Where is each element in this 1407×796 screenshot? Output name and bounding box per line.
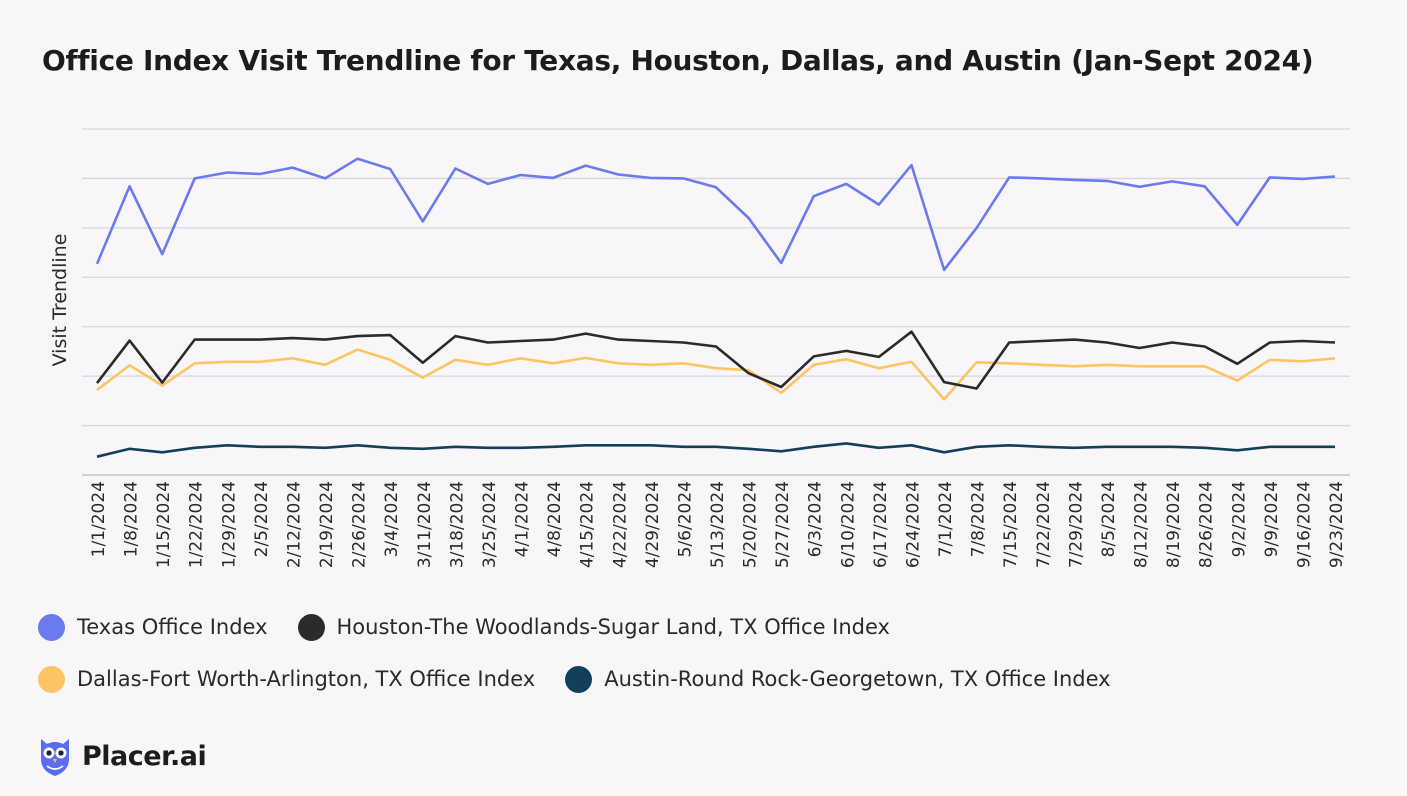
x-tick-label: 1/29/2024 <box>219 481 239 568</box>
x-tick-label: 7/8/2024 <box>969 481 989 557</box>
x-tick-label: 8/5/2024 <box>1099 481 1119 557</box>
x-tick-label: 7/22/2024 <box>1034 481 1054 568</box>
chart-legend: Texas Office Index Houston-The Woodlands-… <box>38 612 1378 694</box>
x-tick-label: 7/29/2024 <box>1066 481 1086 568</box>
x-tick-label: 6/10/2024 <box>838 481 858 568</box>
x-tick-label: 1/8/2024 <box>122 481 142 557</box>
owl-icon <box>41 739 69 776</box>
series-line-0 <box>95 157 1336 272</box>
x-tick-label: 3/4/2024 <box>382 481 402 557</box>
legend-swatch <box>297 613 325 641</box>
x-tick-label: 6/24/2024 <box>903 481 923 568</box>
chart-title: Office Index Visit Trendline for Texas, … <box>42 44 1314 77</box>
gridlines <box>82 128 1350 476</box>
series-line-3 <box>96 442 1335 458</box>
brand-name: Placer.ai <box>82 740 207 772</box>
x-tick-label: 5/6/2024 <box>675 481 695 557</box>
x-tick-label: 4/22/2024 <box>610 481 630 568</box>
x-tick-label: 5/20/2024 <box>741 481 761 568</box>
x-tick-label: 9/9/2024 <box>1262 481 1282 557</box>
legend-swatch <box>38 613 65 641</box>
legend-label: Dallas-Fort Worth-Arlington, TX Office I… <box>77 667 536 691</box>
x-tick-label: 5/27/2024 <box>773 481 793 568</box>
x-tick-label: 4/1/2024 <box>513 481 533 557</box>
x-tick-label: 8/12/2024 <box>1132 481 1152 568</box>
x-tick-label: 6/17/2024 <box>871 481 891 568</box>
x-tick-label: 9/16/2024 <box>1294 481 1314 568</box>
x-tick-label: 4/15/2024 <box>578 481 598 568</box>
x-tick-label: 1/22/2024 <box>187 481 207 568</box>
legend-label: Houston-The Woodlands-Sugar Land, TX Off… <box>336 615 890 639</box>
legend-item[interactable]: Houston-The Woodlands-Sugar Land, TX Off… <box>297 612 890 642</box>
x-tick-label: 1/15/2024 <box>154 481 174 568</box>
x-tick-label: 6/3/2024 <box>806 481 826 557</box>
x-axis-ticks: 1/1/2024 1/8/2024 1/15/2024 1/22/2024 1/29/2… <box>89 481 1347 568</box>
x-tick-label: 8/26/2024 <box>1197 481 1217 568</box>
series-line-2 <box>96 348 1336 401</box>
x-tick-label: 3/18/2024 <box>447 481 467 568</box>
legend-swatch <box>38 665 65 693</box>
legend-swatch <box>565 665 593 693</box>
brand-logo: Placer.ai <box>38 735 207 777</box>
x-tick-label: 4/8/2024 <box>545 481 565 557</box>
x-tick-label: 4/29/2024 <box>643 481 663 568</box>
x-tick-label: 1/1/2024 <box>89 481 109 557</box>
x-tick-label: 2/19/2024 <box>317 481 337 568</box>
x-tick-label: 7/15/2024 <box>1001 481 1021 568</box>
legend-item[interactable]: Austin-Round Rock-Georgetown, TX Office … <box>565 664 1111 694</box>
y-axis-label: Visit Trendline <box>49 234 71 367</box>
legend-label: Austin-Round Rock-Georgetown, TX Office … <box>604 667 1111 691</box>
series-lines <box>95 157 1336 458</box>
x-tick-label: 7/1/2024 <box>936 481 956 557</box>
x-tick-label: 2/26/2024 <box>350 481 370 568</box>
x-tick-label: 9/23/2024 <box>1327 481 1347 568</box>
x-tick-label: 3/25/2024 <box>480 481 500 568</box>
x-tick-label: 5/13/2024 <box>708 481 728 568</box>
x-tick-label: 2/5/2024 <box>252 481 272 557</box>
legend-label: Texas Office Index <box>77 615 268 639</box>
legend-item[interactable]: Dallas-Fort Worth-Arlington, TX Office I… <box>38 664 535 694</box>
legend-item[interactable]: Texas Office Index <box>38 612 268 642</box>
x-tick-label: 3/11/2024 <box>415 481 435 568</box>
series-line-1 <box>95 330 1336 390</box>
line-chart: 1/1/2024 1/8/2024 1/15/2024 1/22/2024 1/29/2… <box>49 128 1350 568</box>
x-tick-label: 8/19/2024 <box>1164 481 1184 568</box>
x-tick-label: 2/12/2024 <box>284 481 304 568</box>
x-tick-label: 9/2/2024 <box>1229 481 1249 557</box>
